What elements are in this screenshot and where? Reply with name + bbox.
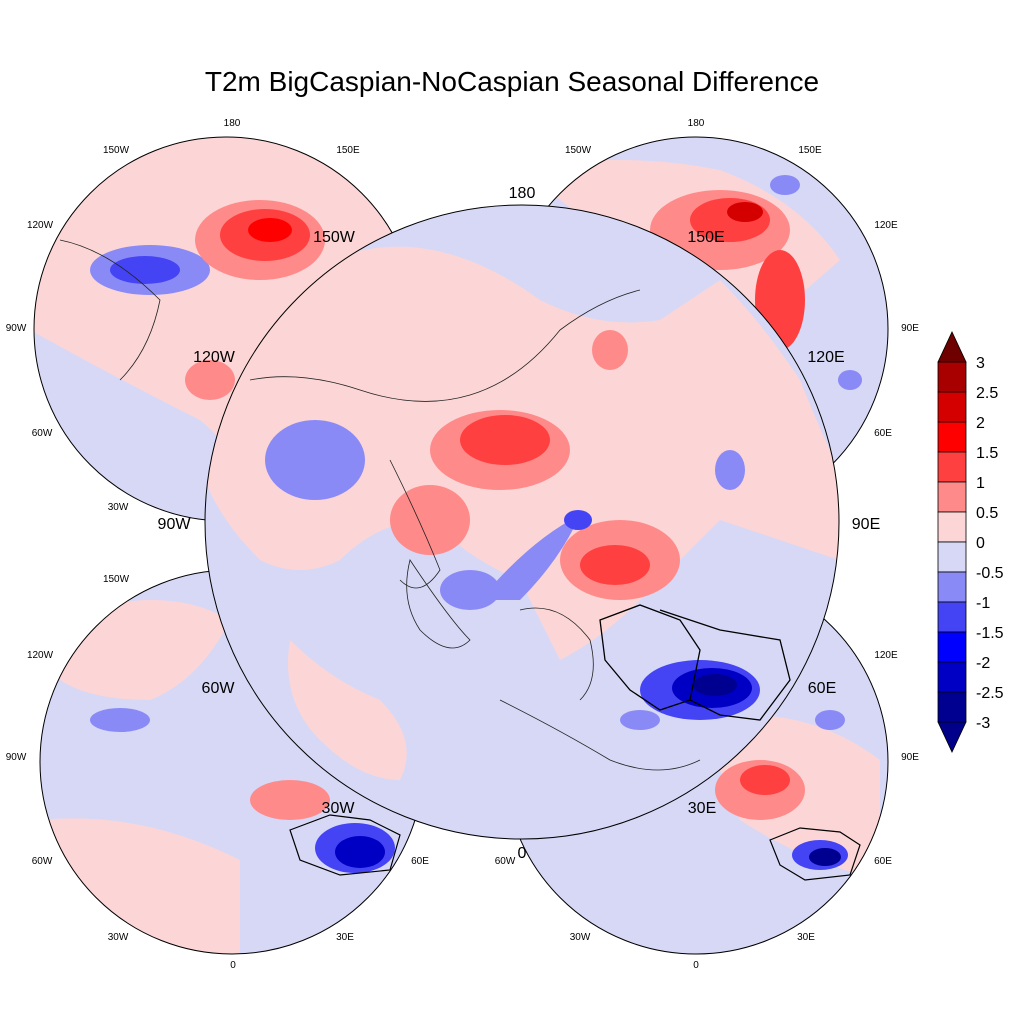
- colorbar-box: [937, 541, 967, 573]
- bl-label-60e: 60E: [411, 856, 429, 867]
- tl-label-150w: 150W: [103, 145, 130, 156]
- colorbar-tick-label: 1: [976, 475, 985, 492]
- tl-label-120w: 120W: [27, 220, 54, 231]
- bl-label-30e: 30E: [336, 932, 354, 943]
- colorbar-box: [937, 361, 967, 393]
- tr-label-60e: 60E: [874, 428, 892, 439]
- bl-label-90w: 90W: [6, 752, 27, 763]
- br-label-30w: 30W: [570, 932, 591, 943]
- colorbar-tick-label: 2: [976, 415, 985, 432]
- bl-label-120w: 120W: [27, 650, 54, 661]
- colorbar-tick-label: 2.5: [976, 385, 998, 402]
- figure-title: T2m BigCaspian-NoCaspian Seasonal Differ…: [204, 66, 820, 97]
- colorbar-box: [937, 601, 967, 633]
- colorbar-tick-label: 0.5: [976, 505, 998, 522]
- tl-label-60w: 60W: [32, 428, 53, 439]
- colorbar-box: [937, 421, 967, 453]
- colorbar-box: [937, 511, 967, 543]
- bl-label-0: 0: [230, 960, 236, 971]
- tr-label-90e: 90E: [901, 323, 919, 334]
- center-label-90e: 90E: [852, 516, 880, 533]
- tl-label-180: 180: [224, 118, 241, 129]
- colorbar-box: [937, 571, 967, 603]
- bl-label-150w: 150W: [103, 574, 130, 585]
- center-label-0: 0: [518, 845, 527, 862]
- bl-label-60w: 60W: [32, 856, 53, 867]
- colorbar-box: [937, 451, 967, 483]
- colorbar-box: [937, 631, 967, 663]
- colorbar-tick-label: -2: [976, 655, 990, 672]
- colorbar-tick-label: 0: [976, 535, 985, 552]
- colorbar-box: [937, 691, 967, 723]
- colorbar-tick-label: -3: [976, 715, 990, 732]
- colorbar-tick-label: -2.5: [976, 685, 1004, 702]
- center-label-120e: 120E: [807, 349, 844, 366]
- panel-center: 180 90W 90E 0 150W 120W 60W 30W 150E 120…: [158, 185, 881, 862]
- colorbar-box: [937, 391, 967, 423]
- colorbar-tick-label: 1.5: [976, 445, 998, 462]
- colorbar: 3 2.5 2 1.5 1 0.5 0 -0.5 -1 -1.5 -2 -2.5 -3: [937, 331, 1004, 753]
- bl-label-30w: 30W: [108, 932, 129, 943]
- center-label-30e: 30E: [688, 800, 716, 817]
- center-label-30w: 30W: [322, 800, 356, 817]
- tr-label-150w: 150W: [565, 145, 592, 156]
- colorbar-tick-label: 3: [976, 355, 985, 372]
- colorbar-tick-label: -1: [976, 595, 990, 612]
- colorbar-tick-label: -1.5: [976, 625, 1004, 642]
- center-label-60w: 60W: [202, 680, 236, 697]
- colorbar-box: [937, 481, 967, 513]
- center-label-90w: 90W: [158, 516, 192, 533]
- tl-label-30w: 30W: [108, 502, 129, 513]
- tr-label-120e: 120E: [874, 220, 898, 231]
- center-label-180: 180: [509, 185, 536, 202]
- tl-label-150e: 150E: [336, 145, 360, 156]
- br-label-90e: 90E: [901, 752, 919, 763]
- br-label-60e: 60E: [874, 856, 892, 867]
- center-label-150e: 150E: [687, 229, 724, 246]
- br-label-30e: 30E: [797, 932, 815, 943]
- center-label-120w: 120W: [193, 349, 236, 366]
- br-label-120e: 120E: [874, 650, 898, 661]
- colorbar-tick-label: -0.5: [976, 565, 1004, 582]
- tr-label-150e: 150E: [798, 145, 822, 156]
- br-label-0: 0: [693, 960, 699, 971]
- br-label-60w: 60W: [495, 856, 516, 867]
- tl-label-90w: 90W: [6, 323, 27, 334]
- colorbar-bottom-arrow: [937, 721, 967, 753]
- colorbar-top-arrow: [937, 331, 967, 363]
- colorbar-box: [937, 661, 967, 693]
- center-label-150w: 150W: [313, 229, 356, 246]
- tr-label-180: 180: [688, 118, 705, 129]
- center-label-60e: 60E: [808, 680, 836, 697]
